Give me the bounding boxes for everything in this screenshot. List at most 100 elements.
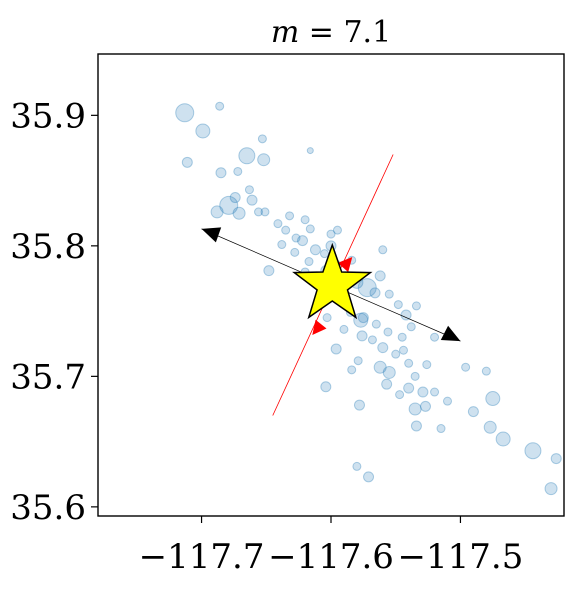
scatter-point: [291, 233, 301, 243]
scatter-point: [461, 362, 471, 372]
scatter-point: [277, 240, 287, 250]
scatter-point: [393, 300, 403, 310]
scatter-point: [383, 327, 393, 337]
scatter-point: [281, 225, 291, 235]
scatter-point: [297, 235, 309, 247]
scatter-point: [353, 399, 365, 411]
scatter-point: [391, 349, 401, 359]
scatter-point: [436, 424, 446, 434]
scatter-point: [353, 312, 369, 328]
scatter-point: [430, 387, 440, 397]
scatter-point: [309, 244, 321, 256]
scatter-point: [326, 229, 336, 239]
y-tick-label: 35.9: [10, 96, 86, 136]
scatter-point: [246, 194, 258, 206]
scatter-point: [373, 360, 387, 374]
scatter-point: [495, 431, 511, 447]
scatter-point: [238, 147, 256, 165]
scatter-point: [356, 330, 368, 342]
scatter-point: [544, 482, 558, 496]
scatter-point: [195, 123, 211, 139]
y-tick-label: 35.8: [10, 227, 86, 267]
scatter-point: [403, 382, 415, 394]
scatter-point: [406, 322, 416, 332]
scatter-point: [257, 153, 271, 167]
scatter-point: [363, 471, 375, 483]
scatter-point: [285, 211, 295, 221]
scatter-point: [229, 192, 241, 204]
chart-title-value: = 7.1: [299, 15, 391, 50]
scatter-point: [263, 265, 275, 277]
scatter-point: [339, 324, 349, 334]
slip-arrow-head-east: [440, 325, 461, 342]
scatter-point: [411, 301, 421, 311]
scatter-points: [175, 101, 562, 496]
chart-title: m = 7.1: [271, 15, 391, 50]
scatter-point: [215, 167, 227, 179]
scatter-point: [330, 343, 342, 355]
rupture-arrow-north: [337, 257, 353, 273]
scatter-point: [244, 185, 254, 195]
scatter-point: [398, 345, 408, 355]
y-axis: 35.6 35.7 35.8 35.9: [10, 96, 98, 528]
scatter-point: [219, 195, 239, 215]
scatter-point: [210, 205, 224, 219]
scatter-point: [371, 319, 381, 329]
scatter-point: [395, 390, 405, 400]
scatter-point: [353, 356, 363, 366]
scatter-point: [320, 381, 332, 393]
scatter-point: [306, 147, 314, 155]
scatter-point: [260, 207, 270, 217]
x-tick-label: −117.7: [139, 537, 265, 577]
scatter-point: [305, 224, 315, 234]
scatter-point: [320, 249, 330, 259]
scatter-point: [273, 219, 283, 229]
scatter-point: [481, 366, 491, 376]
scatter-point: [233, 166, 243, 176]
scatter-point: [322, 313, 332, 323]
scatter-point: [483, 420, 497, 434]
scatter-point: [367, 335, 377, 345]
scatter-point: [419, 400, 431, 412]
scatter-point: [410, 420, 422, 432]
scatter-point: [332, 225, 342, 235]
x-tick-label: −117.6: [268, 537, 394, 577]
scatter-point: [430, 332, 440, 342]
y-tick-label: 35.6: [10, 488, 86, 528]
slip-arrow-head-west: [201, 227, 222, 243]
scatter-point: [181, 156, 193, 168]
scatter-point: [397, 332, 407, 342]
scatter-point: [404, 358, 414, 368]
scatter-point: [381, 378, 393, 390]
scatter-point: [410, 371, 420, 381]
scatter-point: [400, 309, 412, 321]
scatter-point: [352, 461, 362, 471]
scatter-point: [357, 278, 377, 298]
scatter-point: [443, 396, 452, 406]
scatter-point: [254, 207, 264, 217]
y-tick-label: 35.7: [10, 357, 86, 397]
scatter-point: [422, 360, 432, 370]
scatter-point: [384, 289, 394, 299]
scatter-point: [378, 245, 388, 255]
scatter-point: [524, 442, 542, 460]
scatter-point: [369, 287, 381, 299]
scatter-point: [347, 365, 357, 375]
scatter-point: [304, 257, 314, 267]
scatter-point: [485, 391, 501, 407]
scatter-point: [377, 342, 389, 354]
scatter-point: [215, 101, 225, 111]
scatter-point: [467, 406, 479, 418]
scatter-point: [357, 312, 369, 324]
scatter-point: [257, 134, 267, 144]
chart-title-symbol: m: [271, 15, 299, 50]
scatter-point: [175, 103, 195, 123]
epicenter-star-marker: [292, 242, 373, 320]
scatter-point: [408, 402, 422, 416]
x-axis: −117.7 −117.6 −117.5: [139, 516, 523, 577]
scatter-point: [290, 247, 300, 257]
scatter-point: [417, 386, 429, 398]
rupture-arrow-south: [312, 319, 327, 335]
